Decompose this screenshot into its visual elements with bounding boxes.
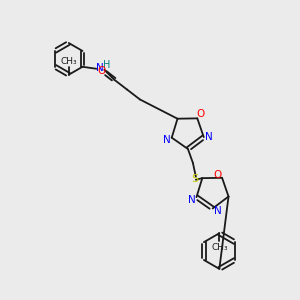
- Text: O: O: [97, 66, 105, 76]
- Text: O: O: [213, 170, 221, 180]
- Text: CH₃: CH₃: [60, 57, 77, 66]
- Text: N: N: [205, 132, 213, 142]
- Text: N: N: [214, 206, 221, 216]
- Text: N: N: [188, 195, 195, 205]
- Text: N: N: [96, 63, 104, 73]
- Text: H: H: [103, 60, 110, 70]
- Text: CH₃: CH₃: [211, 243, 228, 252]
- Text: S: S: [191, 174, 198, 184]
- Text: N: N: [163, 135, 171, 145]
- Text: O: O: [196, 110, 204, 119]
